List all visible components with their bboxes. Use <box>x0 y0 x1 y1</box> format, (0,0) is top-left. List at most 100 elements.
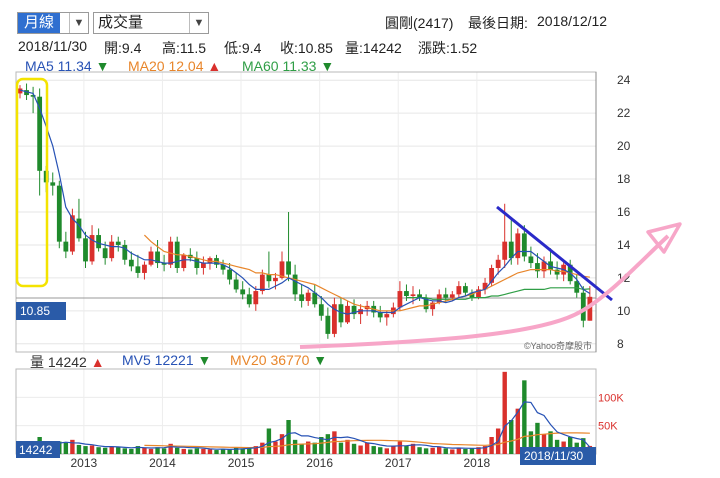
volume-legend: 量 14242 ▲ <box>30 352 105 372</box>
volume-bar <box>319 437 324 454</box>
candle-body <box>521 233 527 257</box>
candle <box>135 254 141 278</box>
candle <box>554 261 560 280</box>
candle <box>384 310 390 326</box>
down-arrow-icon: ▼ <box>313 352 328 368</box>
candle <box>482 277 488 295</box>
volume-bar <box>122 448 127 454</box>
x-tick-label: 2016 <box>306 456 333 470</box>
volume-ticks: 50K 100K <box>598 392 624 432</box>
volume-bar <box>384 448 389 454</box>
candle-body <box>312 292 318 305</box>
candle-body <box>83 238 88 262</box>
y-tick-label: 22 <box>617 106 631 120</box>
volume-bar <box>325 434 331 454</box>
volume-bar <box>515 408 520 454</box>
candle-body <box>135 266 141 273</box>
volume-flag-text: 14242 <box>19 443 53 457</box>
volume-bar <box>253 446 258 454</box>
volume-bar <box>155 447 160 454</box>
candle-body <box>96 235 101 249</box>
candle <box>37 88 43 196</box>
volume-bar <box>247 447 252 454</box>
volume-bar <box>528 431 534 454</box>
chevron-down-icon[interactable]: ▼ <box>69 13 88 33</box>
candle <box>17 85 23 99</box>
volume-tick-label: 50K <box>598 421 618 433</box>
candle <box>417 289 422 301</box>
volume-bar <box>102 447 108 454</box>
x-tick-label: 2014 <box>149 456 176 470</box>
candle <box>430 300 436 316</box>
period-select[interactable]: 月線 ▼ <box>17 12 89 34</box>
ohlc-date: 2018/11/30 <box>18 38 88 54</box>
candle <box>528 246 534 268</box>
candle-body <box>397 291 403 308</box>
volume-bar <box>554 439 560 454</box>
candle-body <box>17 88 23 94</box>
candle <box>155 240 160 268</box>
candle <box>246 287 252 308</box>
candle <box>259 269 265 295</box>
ohlc-open: 開:9.4 <box>104 40 142 56</box>
volume-bar <box>148 448 154 454</box>
candle <box>515 228 521 265</box>
candle-body <box>410 294 416 296</box>
ma60-legend-text: MA60 11.33 <box>242 58 317 74</box>
candle <box>266 251 272 288</box>
candle-body <box>102 248 108 259</box>
volume-bar <box>299 443 304 454</box>
candle-body <box>148 251 154 265</box>
candle <box>535 253 540 278</box>
candle-body <box>548 261 553 270</box>
volume-bar <box>233 447 239 454</box>
volume-bar <box>89 445 95 454</box>
candle <box>345 300 350 324</box>
candle <box>83 231 88 268</box>
price-flag <box>16 302 66 320</box>
candle-body <box>436 294 442 303</box>
candle-body <box>56 185 62 242</box>
candle <box>299 284 305 308</box>
volume-bar <box>469 448 475 454</box>
volume-bar <box>273 441 278 454</box>
ohlc-volume: 量:14242 <box>345 40 402 56</box>
candle-body <box>332 304 337 334</box>
x-tick-label: 2017 <box>385 456 412 470</box>
indicator-select[interactable]: 成交量 ▼ <box>93 12 209 34</box>
candle-body <box>115 241 121 245</box>
volume-bar <box>364 442 370 454</box>
volume-bar <box>306 441 311 454</box>
candle <box>240 281 246 300</box>
candle <box>397 281 403 311</box>
chevron-down-icon[interactable]: ▼ <box>189 13 208 33</box>
volume-bar <box>188 449 193 454</box>
candle <box>587 286 593 321</box>
candle-body <box>109 241 115 259</box>
candle-body <box>318 304 324 316</box>
candle-body <box>535 263 540 272</box>
down-arrow-icon: ▼ <box>95 58 110 74</box>
volume-bar <box>76 444 82 454</box>
volume-bar <box>456 447 462 454</box>
volume-bar <box>279 434 285 454</box>
ohlc-change: 漲跌:1.52 <box>418 40 478 56</box>
candle <box>56 180 62 249</box>
date-flag-text: 2018/11/30 <box>524 449 583 463</box>
candle <box>122 240 128 265</box>
candle <box>30 86 36 114</box>
candle-body <box>469 292 475 298</box>
candle-body <box>246 294 252 305</box>
volume-bar <box>312 442 317 454</box>
candle-body <box>30 95 36 97</box>
candle <box>70 208 75 255</box>
last-date: 2018/12/12 <box>537 13 608 29</box>
volume-bar <box>535 422 540 454</box>
volume-legend-text: 量 14242 <box>30 354 87 370</box>
candle-body <box>253 291 259 305</box>
volume-bar <box>227 449 232 454</box>
volume-bar <box>541 434 547 454</box>
candle <box>194 251 200 275</box>
volume-bar <box>240 448 245 454</box>
candle-body <box>351 305 357 315</box>
